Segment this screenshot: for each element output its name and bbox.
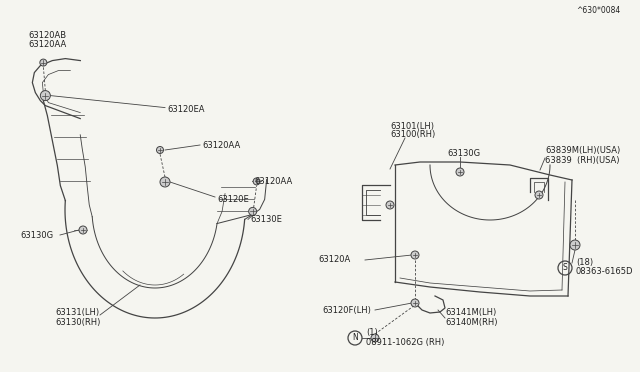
Circle shape: [40, 59, 47, 66]
Circle shape: [411, 251, 419, 259]
Circle shape: [160, 177, 170, 187]
Circle shape: [371, 334, 379, 342]
Text: 63130(RH): 63130(RH): [55, 317, 100, 327]
Text: 63120EA: 63120EA: [167, 105, 205, 114]
Text: 63120AA: 63120AA: [202, 141, 240, 150]
Circle shape: [40, 91, 51, 100]
Circle shape: [253, 178, 260, 185]
Text: 63140M(RH): 63140M(RH): [445, 317, 497, 327]
Text: 63120AA: 63120AA: [28, 40, 67, 49]
Text: 63100(RH): 63100(RH): [390, 131, 435, 140]
Circle shape: [249, 208, 257, 215]
Circle shape: [456, 168, 464, 176]
Text: 63130G: 63130G: [447, 148, 480, 157]
Text: 08911-1062G (RH): 08911-1062G (RH): [366, 337, 444, 346]
Text: N: N: [352, 334, 358, 343]
Text: 63101(LH): 63101(LH): [390, 122, 434, 131]
Text: 63120AA: 63120AA: [254, 177, 292, 186]
Text: ^630*0084: ^630*0084: [576, 6, 620, 15]
Text: 63130G: 63130G: [20, 231, 53, 240]
Circle shape: [157, 147, 163, 154]
Text: 63130E: 63130E: [250, 215, 282, 224]
Circle shape: [386, 201, 394, 209]
Circle shape: [79, 226, 87, 234]
Circle shape: [535, 191, 543, 199]
Text: 63120E: 63120E: [217, 195, 249, 203]
Text: 63839M(LH)(USA): 63839M(LH)(USA): [545, 147, 620, 155]
Text: S: S: [563, 263, 568, 273]
Text: 63141M(LH): 63141M(LH): [445, 308, 496, 317]
Text: 08363-6165D: 08363-6165D: [576, 267, 634, 276]
Text: 63839  (RH)(USA): 63839 (RH)(USA): [545, 155, 620, 164]
Text: 63120F(LH): 63120F(LH): [322, 305, 371, 314]
Circle shape: [411, 299, 419, 307]
Text: (1): (1): [366, 328, 378, 337]
Text: 63120A: 63120A: [318, 256, 350, 264]
Circle shape: [570, 240, 580, 250]
Text: (18): (18): [576, 259, 593, 267]
Text: 63131(LH): 63131(LH): [55, 308, 99, 317]
Text: 63120AB: 63120AB: [28, 31, 67, 40]
